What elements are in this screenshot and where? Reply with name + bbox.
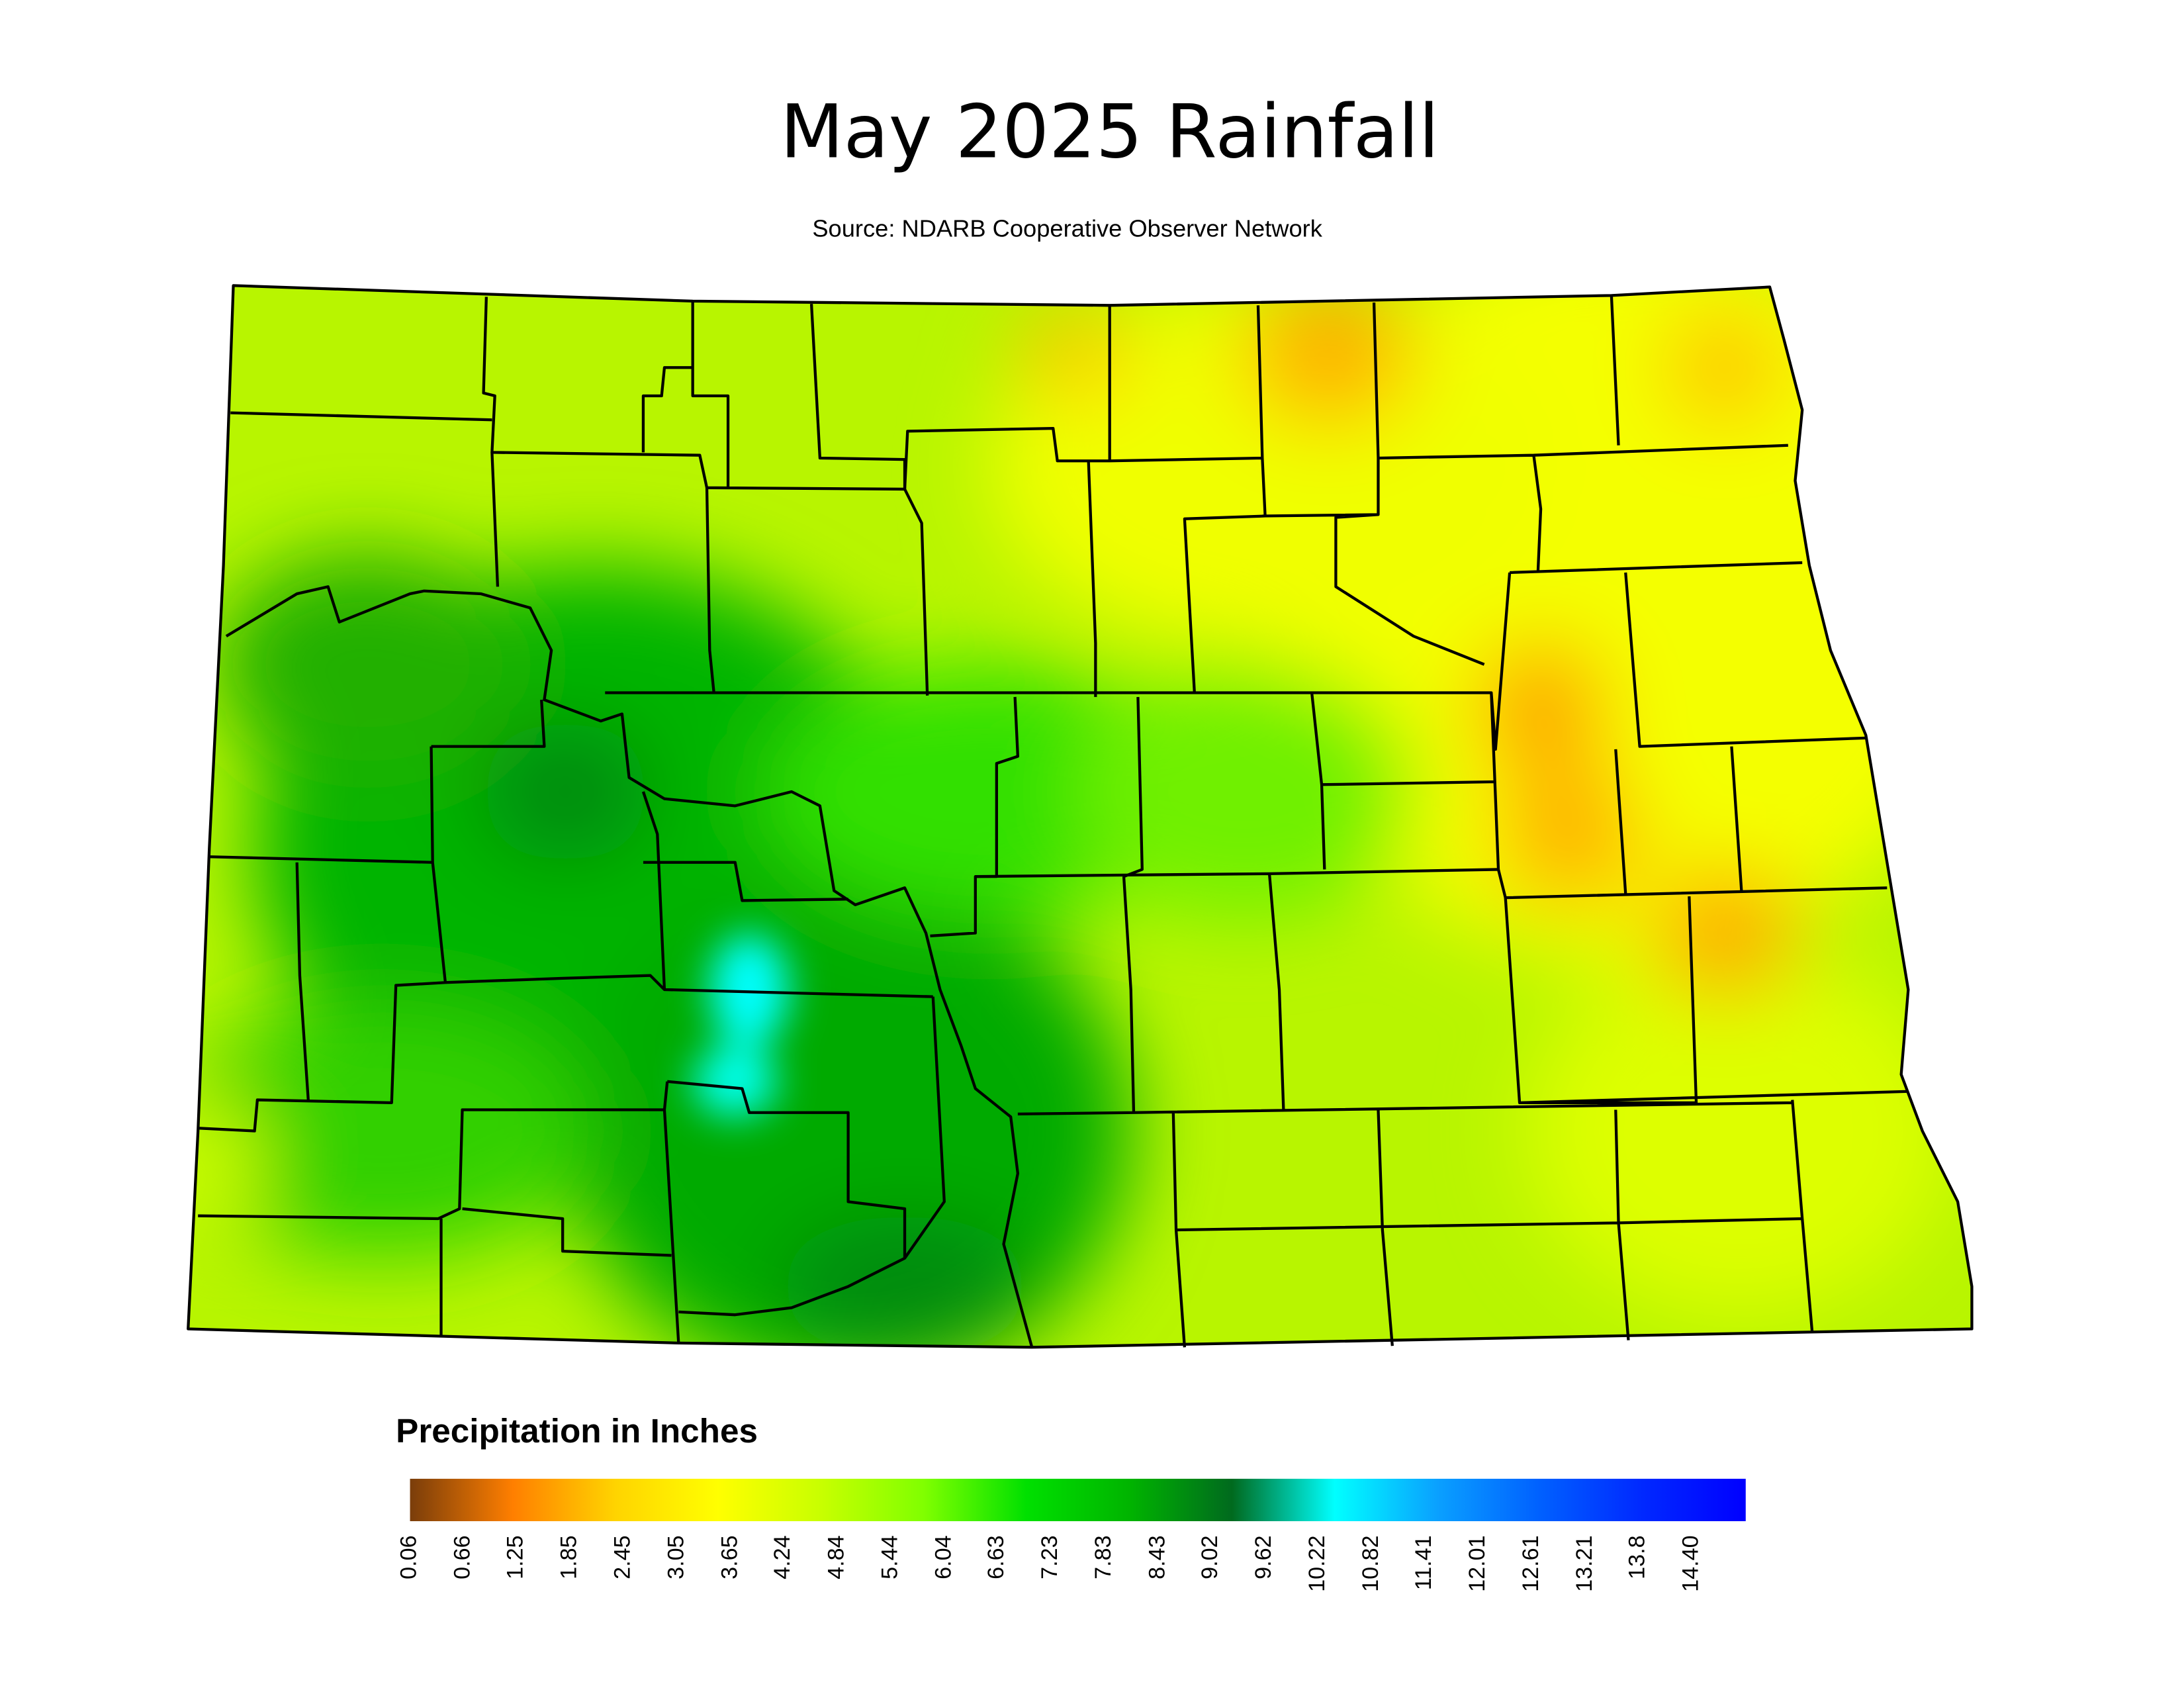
colorbar-tick-label: 2.45 xyxy=(610,1535,635,1579)
county-lines xyxy=(187,284,1974,1349)
colorbar-tick-label: 6.63 xyxy=(983,1535,1009,1579)
colorbar-tick-label: 12.01 xyxy=(1465,1535,1490,1591)
colorbar-tick-label: 1.25 xyxy=(502,1535,527,1579)
colorbar-tick-label: 0.06 xyxy=(396,1535,422,1579)
title: May 2025 Rainfall xyxy=(780,89,1439,175)
colorbar-tick-label: 6.04 xyxy=(931,1535,956,1579)
colorbar-tick-label: 13.8 xyxy=(1625,1535,1650,1579)
colorbar-tick-label: 14.40 xyxy=(1678,1535,1704,1591)
colorbar-tick-label: 3.65 xyxy=(717,1535,743,1579)
colorbar-tick-label: 0.66 xyxy=(450,1535,475,1579)
colorbar-tick-label: 10.22 xyxy=(1304,1535,1330,1591)
rainfall-field xyxy=(188,285,1972,1348)
colorbar-tick-label: 11.41 xyxy=(1411,1535,1436,1590)
colorbar-tick-label: 9.02 xyxy=(1197,1535,1222,1579)
colorbar-tick-label: 13.21 xyxy=(1572,1535,1597,1591)
colorbar-title: Precipitation in Inches xyxy=(396,1412,758,1450)
source: Source: NDARB Cooperative Observer Netwo… xyxy=(812,215,1322,242)
colorbar-tick-label: 9.62 xyxy=(1251,1535,1276,1579)
colorbar-tick-label: 7.23 xyxy=(1037,1535,1062,1579)
colorbar-tick-label: 12.61 xyxy=(1518,1535,1543,1591)
colorbar-tick-label: 3.05 xyxy=(663,1535,688,1579)
colorbar-tick-label: 8.43 xyxy=(1144,1535,1169,1579)
colorbar xyxy=(410,1478,1746,1521)
colorbar-tick-label: 4.84 xyxy=(823,1535,848,1579)
colorbar-tick-label: 10.82 xyxy=(1358,1535,1383,1591)
colorbar-tick-label: 7.83 xyxy=(1091,1535,1116,1579)
colorbar-tick-label: 4.24 xyxy=(770,1535,795,1579)
colorbar-tick-label: 1.85 xyxy=(556,1535,581,1579)
colorbar-tick-label: 5.44 xyxy=(877,1535,902,1579)
